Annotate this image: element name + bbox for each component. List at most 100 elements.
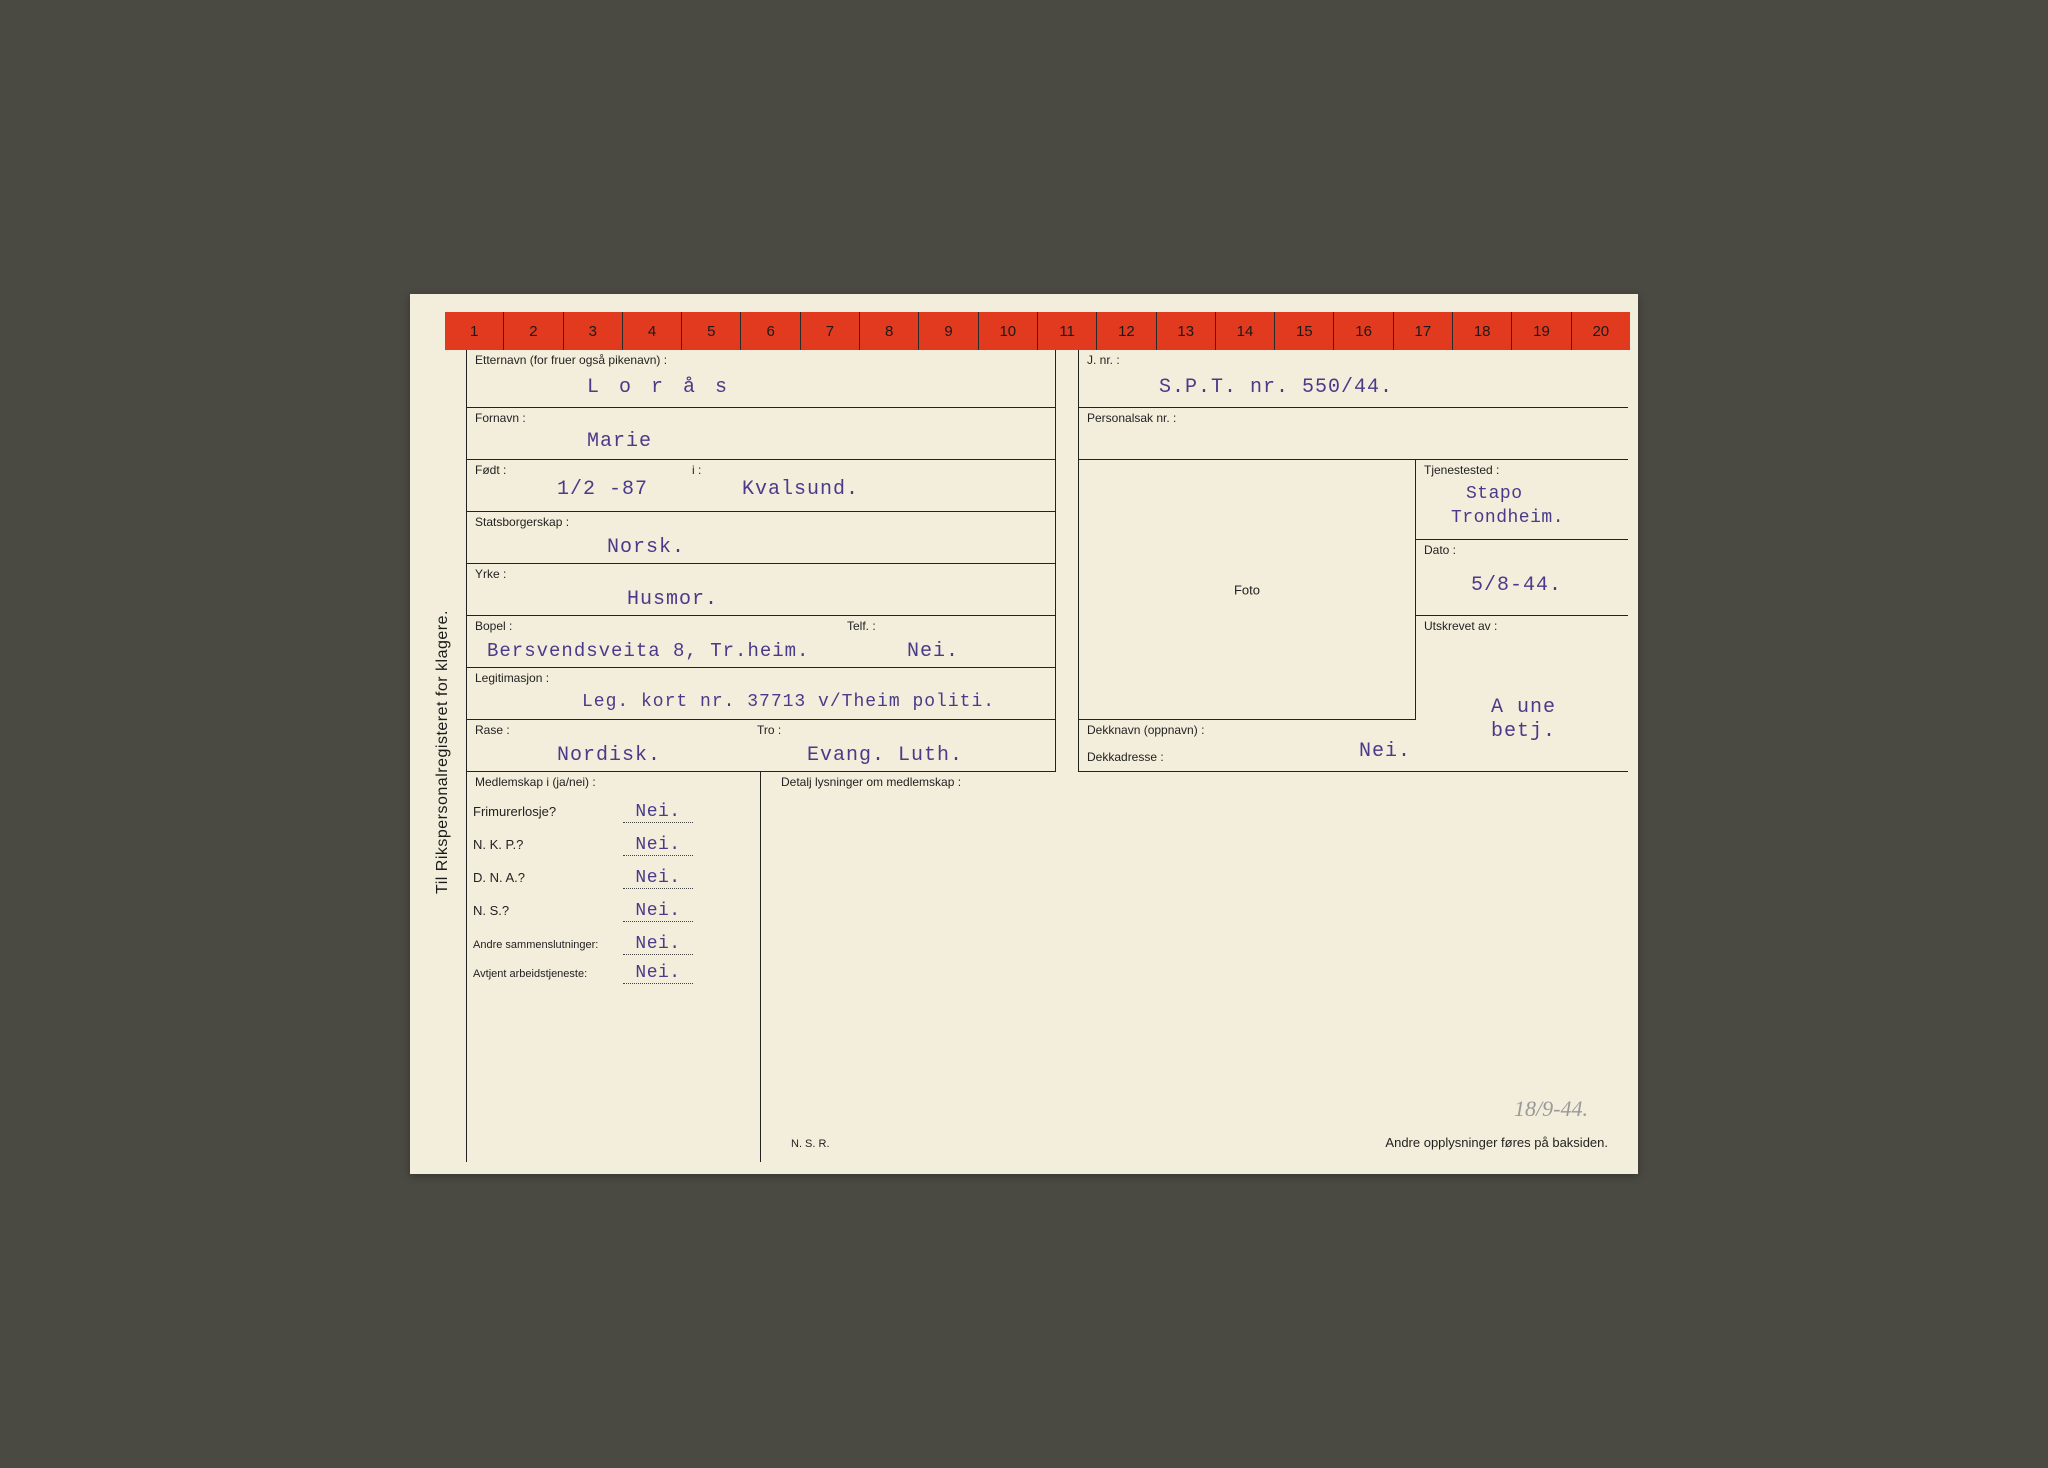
ruler-cell: 14 xyxy=(1216,312,1275,350)
ruler-cell: 3 xyxy=(564,312,623,350)
value-dekknavn: Nei. xyxy=(1359,740,1411,763)
ruler-cell: 19 xyxy=(1512,312,1571,350)
value-tro: Evang. Luth. xyxy=(807,744,963,767)
value-frimurer: Nei. xyxy=(623,802,693,823)
ruler-cell: 2 xyxy=(504,312,563,350)
field-statsborgerskap: Statsborgerskap : Norsk. xyxy=(466,512,1056,564)
label-andre-opp: Andre opplysninger føres på baksiden. xyxy=(1385,1135,1608,1150)
label-ns: N. S.? xyxy=(473,903,623,918)
ruler-cell: 7 xyxy=(801,312,860,350)
label-foto: Foto xyxy=(1234,582,1260,597)
label-fornavn: Fornavn : xyxy=(475,411,526,425)
label-utskrevet: Utskrevet av : xyxy=(1424,619,1497,633)
field-rase-tro: Rase : Nordisk. Tro : Evang. Luth. xyxy=(466,720,1056,772)
registration-card: 1234567891011121314151617181920 Til Riks… xyxy=(410,294,1638,1174)
ruler-cell: 20 xyxy=(1572,312,1630,350)
field-jnr: J. nr. : S.P.T. nr. 550/44. xyxy=(1078,350,1628,408)
row-ns: N. S.? Nei. xyxy=(467,901,760,922)
value-andre: Nei. xyxy=(623,934,693,955)
value-statsborgerskap: Norsk. xyxy=(607,536,685,559)
value-dna: Nei. xyxy=(623,868,693,889)
label-nkp: N. K. P.? xyxy=(473,837,623,852)
field-dekknavn: Dekknavn (oppnavn) : Dekkadresse : Nei. xyxy=(1078,720,1628,772)
field-yrke: Yrke : Husmor. xyxy=(466,564,1056,616)
ruler-strip: 1234567891011121314151617181920 xyxy=(445,312,1630,350)
label-fodt: Født : xyxy=(475,463,506,477)
ruler-cell: 13 xyxy=(1157,312,1216,350)
ruler-cell: 5 xyxy=(682,312,741,350)
label-avtjent: Avtjent arbeidstjeneste: xyxy=(473,968,623,981)
value-rase: Nordisk. xyxy=(557,744,661,767)
label-rase: Rase : xyxy=(475,723,510,737)
ruler-cell: 8 xyxy=(860,312,919,350)
label-telf: Telf. : xyxy=(847,619,876,633)
label-jnr: J. nr. : xyxy=(1087,353,1120,367)
value-yrke: Husmor. xyxy=(627,588,718,611)
label-tro: Tro : xyxy=(757,723,781,737)
ruler-cell: 16 xyxy=(1334,312,1393,350)
ruler-cell: 17 xyxy=(1394,312,1453,350)
field-medlemskap: Medlemskap i (ja/nei) : Frimurerlosje? N… xyxy=(466,772,761,1162)
ruler-cell: 11 xyxy=(1038,312,1097,350)
field-fodt: Født : 1/2 -87 i : Kvalsund. xyxy=(466,460,1056,512)
value-fornavn: Marie xyxy=(587,430,652,453)
label-personalsak: Personalsak nr. : xyxy=(1087,411,1176,425)
label-statsborgerskap: Statsborgerskap : xyxy=(475,515,569,529)
label-dekkadresse: Dekkadresse : xyxy=(1087,750,1164,764)
label-bopel: Bopel : xyxy=(475,619,512,633)
label-yrke: Yrke : xyxy=(475,567,506,581)
field-legitimasjon: Legitimasjon : Leg. kort nr. 37713 v/The… xyxy=(466,668,1056,720)
label-dato: Dato : xyxy=(1424,543,1456,557)
label-tjenestested: Tjenestested : xyxy=(1424,463,1499,477)
row-andre: Andre sammenslutninger: Nei. xyxy=(467,934,760,955)
field-bopel: Bopel : Telf. : Bersvendsveita 8, Tr.hei… xyxy=(466,616,1056,668)
ruler-cell: 10 xyxy=(979,312,1038,350)
label-medlemskap: Medlemskap i (ja/nei) : xyxy=(475,775,596,789)
field-fornavn: Fornavn : Marie xyxy=(466,408,1056,460)
value-avtjent: Nei. xyxy=(623,963,693,984)
ruler-cell: 18 xyxy=(1453,312,1512,350)
value-fodt-i: Kvalsund. xyxy=(742,478,859,501)
value-etternavn: L o r å s xyxy=(587,376,731,399)
label-nsr: N. S. R. xyxy=(791,1138,830,1150)
value-ns: Nei. xyxy=(623,901,693,922)
value-nkp: Nei. xyxy=(623,835,693,856)
ruler-cell: 4 xyxy=(623,312,682,350)
label-andre: Andre sammenslutninger: xyxy=(473,939,623,952)
row-frimurer: Frimurerlosje? Nei. xyxy=(467,802,760,823)
label-frimurer: Frimurerlosje? xyxy=(473,804,623,819)
value-bopel: Bersvendsveita 8, Tr.heim. xyxy=(487,640,809,662)
value-fodt: 1/2 -87 xyxy=(557,478,648,501)
label-etternavn: Etternavn (for fruer også pikenavn) : xyxy=(475,353,667,367)
field-dato: Dato : 5/8-44. xyxy=(1416,540,1628,616)
label-detalj: Detalj lysninger om medlemskap : xyxy=(781,775,961,789)
field-detalj: Detalj lysninger om medlemskap : N. S. R… xyxy=(761,772,1628,1162)
row-avtjent: Avtjent arbeidstjeneste: Nei. xyxy=(467,963,760,984)
ruler-cell: 15 xyxy=(1275,312,1334,350)
value-dato: 5/8-44. xyxy=(1471,574,1562,597)
value-jnr: S.P.T. nr. 550/44. xyxy=(1159,376,1393,399)
label-dekknavn: Dekknavn (oppnavn) : xyxy=(1087,723,1204,737)
label-legitimasjon: Legitimasjon : xyxy=(475,671,549,685)
ruler-cell: 6 xyxy=(741,312,800,350)
value-tjenestested1: Stapo xyxy=(1466,484,1523,504)
field-foto: Foto xyxy=(1078,460,1416,720)
value-utskrevet1: A une xyxy=(1491,696,1556,719)
field-tjenestested: Tjenestested : Stapo Trondheim. xyxy=(1416,460,1628,540)
ruler-cell: 1 xyxy=(445,312,504,350)
field-personalsak: Personalsak nr. : xyxy=(1078,408,1628,460)
value-tjenestested2: Trondheim. xyxy=(1451,508,1564,528)
label-fodt-i: i : xyxy=(692,463,701,477)
ruler-cell: 9 xyxy=(919,312,978,350)
label-dna: D. N. A.? xyxy=(473,870,623,885)
row-dna: D. N. A.? Nei. xyxy=(467,868,760,889)
pencil-note: 18/9-44. xyxy=(1514,1096,1588,1122)
side-caption-text: Til Rikspersonalregisteret for klagere. xyxy=(434,610,452,894)
form-content: Etternavn (for fruer også pikenavn) : L … xyxy=(466,350,1630,1166)
field-etternavn: Etternavn (for fruer også pikenavn) : L … xyxy=(466,350,1056,408)
side-caption: Til Rikspersonalregisteret for klagere. xyxy=(428,350,458,1154)
value-legitimasjon: Leg. kort nr. 37713 v/Theim politi. xyxy=(582,692,995,712)
value-telf: Nei. xyxy=(907,640,959,663)
ruler-cell: 12 xyxy=(1097,312,1156,350)
row-nkp: N. K. P.? Nei. xyxy=(467,835,760,856)
